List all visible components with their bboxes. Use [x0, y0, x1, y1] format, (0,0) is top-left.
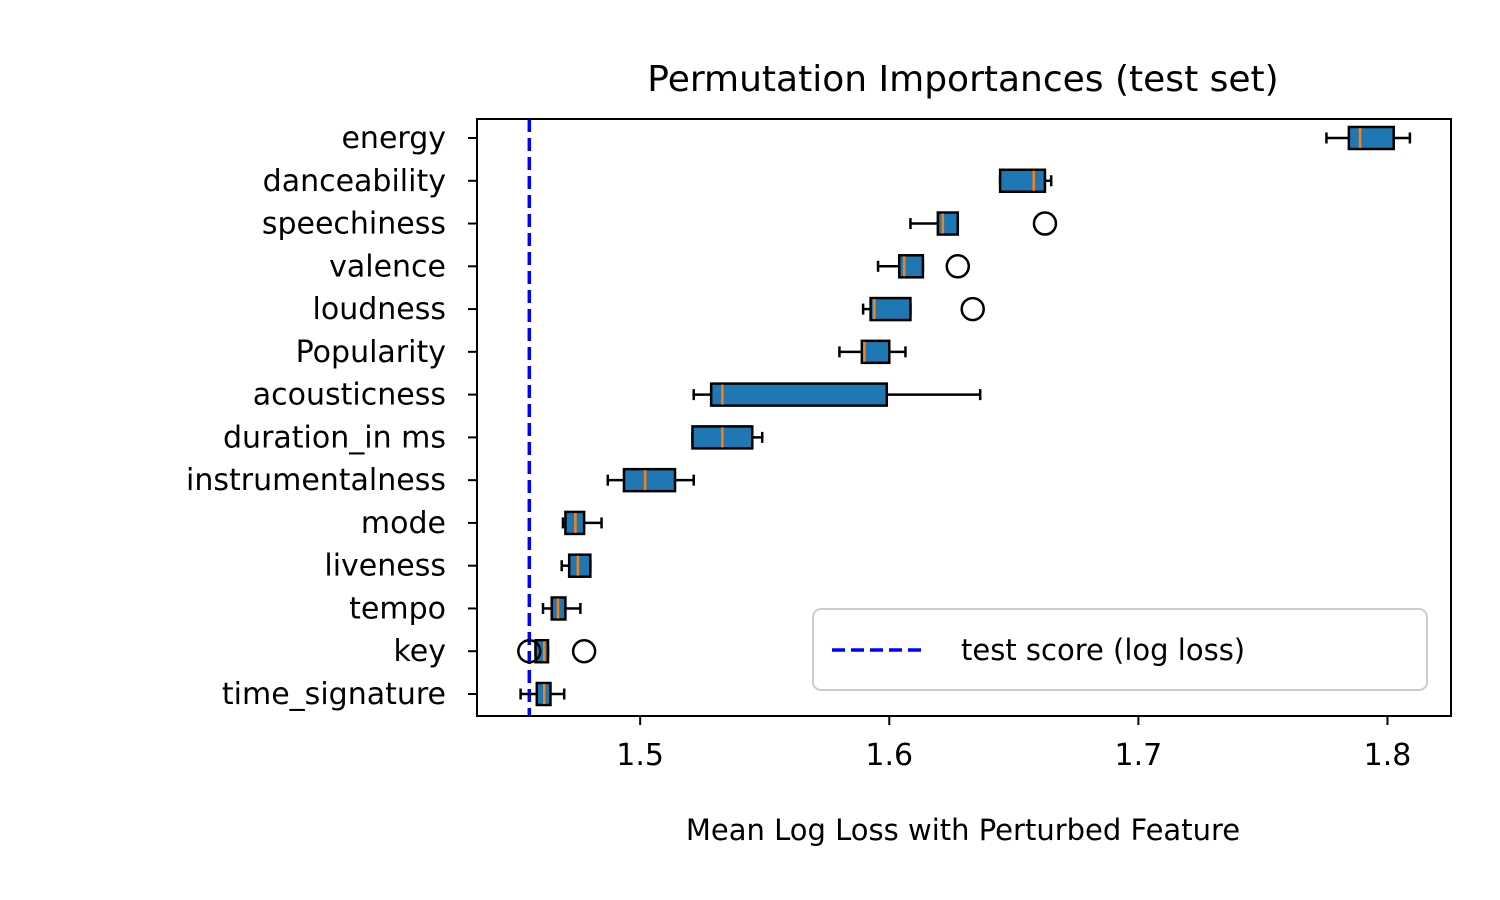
plot-area: energy danceability speechiness valence loud… [186, 118, 1452, 773]
boxplot-tempo: tempo [349, 591, 582, 626]
outlier-point [945, 254, 971, 279]
y-tick-label: speechiness [262, 207, 446, 242]
boxplot-speechiness: speechiness [262, 207, 1058, 242]
x-tick-label: 1.6 [865, 738, 913, 773]
x-tick-label: 1.5 [616, 738, 664, 773]
boxplot-energy: energy [341, 121, 1412, 156]
boxplot-duration-in-ms: duration_in ms [223, 420, 764, 455]
y-tick-label: tempo [349, 591, 446, 626]
boxplot-instrumentalness: instrumentalness [186, 463, 695, 498]
y-tick-label: danceability [263, 164, 446, 199]
iqr-box [622, 467, 677, 493]
iqr-box [936, 211, 960, 236]
outlier-point [571, 638, 597, 664]
legend-frame [812, 608, 1428, 691]
y-tick-label: instrumentalness [186, 463, 446, 498]
y-tick-label: mode [361, 506, 446, 541]
iqr-box [860, 339, 891, 365]
x-tick-label: 1.7 [1115, 738, 1163, 773]
iqr-box [869, 296, 912, 322]
y-tick-label: liveness [324, 549, 446, 584]
outlier-point [1032, 211, 1058, 236]
boxplot-popularity: Popularity [296, 335, 907, 370]
boxplot-acousticness: acousticness [253, 378, 982, 413]
plot-frame [476, 118, 1452, 717]
outlier-point [517, 638, 542, 664]
iqr-box [1347, 125, 1395, 151]
iqr-box [897, 254, 925, 279]
y-tick-label: key [393, 634, 446, 669]
y-tick-label: time_signature [222, 677, 446, 712]
legend: test score (log loss) [812, 608, 1428, 691]
x-axis-label: Mean Log Loss with Perturbed Feature [686, 813, 1240, 847]
chart-title: Permutation Importances (test set) [647, 59, 1278, 100]
boxplot-key: key [393, 634, 597, 669]
boxplot-liveness: liveness [324, 549, 592, 584]
iqr-box [709, 382, 889, 407]
y-tick-label: loudness [313, 292, 446, 327]
boxplot-danceability: danceability [263, 164, 1053, 199]
y-tick-label: Popularity [296, 335, 446, 370]
boxplot-mode: mode [361, 506, 603, 541]
y-tick-label: valence [329, 249, 446, 284]
boxplot-valence: valence [329, 249, 971, 284]
y-tick-label: duration_in ms [223, 420, 446, 455]
boxplot-loudness: loudness [313, 292, 985, 327]
iqr-box [567, 553, 592, 578]
outlier-point [960, 296, 985, 322]
y-tick-label: acousticness [253, 378, 446, 413]
legend-entry-label: test score (log loss) [961, 633, 1245, 667]
y-tick-label: energy [341, 121, 446, 156]
x-tick-label: 1.8 [1364, 738, 1412, 773]
boxplot-time-signature: time_signature [222, 677, 566, 712]
iqr-box [998, 168, 1047, 194]
